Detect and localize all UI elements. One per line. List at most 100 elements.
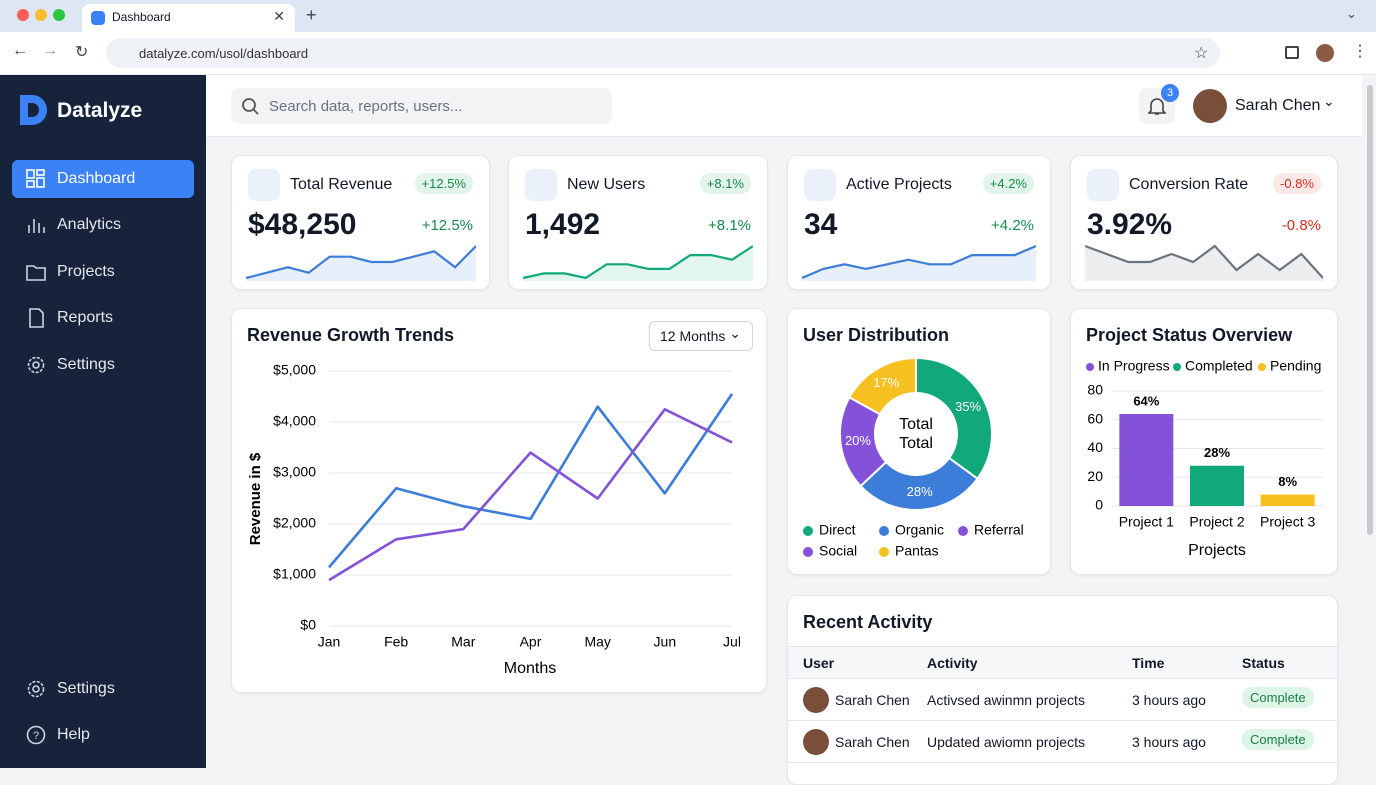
reload-button[interactable]: ↻ [75, 44, 89, 61]
nav-item[interactable]: Dashboard [12, 160, 194, 198]
scrollbar-thumb[interactable] [1367, 85, 1373, 535]
slice-label: 17% [873, 375, 899, 390]
donut-slice [915, 356, 993, 481]
x-axis-label: Months [504, 660, 556, 677]
browser-menu[interactable]: ⋮ [1352, 43, 1368, 60]
kpi-change: -0.8% [1281, 217, 1321, 234]
status-badge: Complete [1242, 687, 1314, 708]
legend-dot [879, 526, 889, 536]
address-row: ← → ↻ datalyze.com/usol/dashboard ☆ ⋮ [0, 32, 1376, 75]
search-icon [242, 98, 259, 115]
y-tick-label: 0 [1095, 497, 1103, 513]
browser-tab[interactable]: Dashboard ✕ [82, 4, 295, 32]
new-tab[interactable]: + [306, 5, 317, 25]
brand-logo [20, 95, 47, 125]
sidebar: Datalyze Dashboard Analytics Projects Re… [0, 75, 206, 768]
favicon [91, 11, 105, 25]
tab-close[interactable]: ✕ [273, 8, 285, 24]
card-title: Revenue Growth Trends [247, 325, 455, 345]
user-name[interactable]: Sarah Chen [1235, 97, 1321, 114]
legend-dot [803, 547, 813, 557]
bar-chart: Projects In Progress Completed Pending 0 20 4… [1086, 358, 1323, 559]
tab-menu[interactable]: ⌄ [1346, 6, 1357, 21]
x-tick-label: Feb [384, 634, 408, 650]
kpi-label: Total Revenue [290, 176, 393, 193]
y-tick-label: 60 [1087, 410, 1103, 426]
x-tick-label: Jan [318, 634, 341, 650]
legend-dot [803, 526, 813, 536]
card-title: Recent Activity [803, 612, 933, 632]
user-avatar[interactable] [1193, 89, 1227, 123]
url-field[interactable]: datalyze.com/usol/dashboard [106, 38, 1220, 68]
x-tick-label: Project 2 [1189, 514, 1244, 530]
profile-avatar[interactable] [1316, 44, 1334, 62]
sidepanel-button[interactable] [1285, 46, 1299, 59]
nav-label: Settings [57, 680, 115, 697]
line-chart: Revenue in $ Months $0 $1,000 $2,000 $3,000… [247, 362, 741, 678]
kpi-icon [525, 169, 557, 201]
kpi-icon [248, 169, 280, 201]
cell-activity: Activsed awinmn projects [927, 692, 1085, 708]
column-header: User [803, 655, 835, 671]
nav-item[interactable]: Projects [12, 253, 194, 291]
notifications-button[interactable] [1139, 88, 1175, 124]
row-avatar [803, 729, 829, 755]
legend-label: Social [819, 543, 857, 559]
kpi-value: $48,250 [248, 208, 357, 241]
notification-count: 3 [1161, 84, 1179, 102]
column-header: Status [1242, 655, 1285, 671]
x-tick-label: Jul [723, 634, 741, 650]
bookmark-star[interactable]: ☆ [1194, 45, 1209, 62]
legend-dot [1258, 363, 1266, 371]
cell-user: Sarah Chen [835, 692, 910, 708]
cell-time: 3 hours ago [1132, 734, 1206, 750]
back-button[interactable]: ← [12, 42, 28, 59]
legend-label: Completed [1185, 358, 1253, 374]
kpi-badge: -0.8% [1273, 173, 1321, 194]
bar [1190, 465, 1244, 506]
nav-item[interactable]: ? Help [12, 716, 194, 754]
bar-value-label: 28% [1204, 445, 1230, 460]
x-tick-label: Jun [654, 634, 677, 650]
slice-label: 20% [845, 433, 871, 448]
nav-icon [26, 169, 45, 188]
row-divider [788, 762, 1337, 763]
column-header: Activity [927, 655, 978, 671]
search-box[interactable]: Search data, reports, users... [231, 88, 612, 124]
nav-item[interactable]: Settings [12, 346, 194, 384]
legend-dot [879, 547, 889, 557]
user-menu-chevron[interactable]: ⌄ [1323, 93, 1335, 109]
nav-label: Reports [57, 309, 114, 326]
donut-slice [859, 456, 979, 511]
bar-value-label: 8% [1278, 474, 1297, 489]
x-tick-label: Project 3 [1260, 514, 1315, 530]
x-tick-label: May [584, 634, 610, 650]
kpi-card: New Users +8.1% 1,492 +8.1% [508, 155, 768, 290]
range-selector-label: 12 Months [660, 328, 726, 344]
forward-button[interactable]: → [42, 42, 58, 59]
spark-area [1085, 246, 1323, 281]
svg-text:?: ? [33, 730, 39, 742]
scrollbar-track [1364, 75, 1376, 768]
nav-item[interactable]: Settings [12, 670, 194, 708]
row-avatar [803, 687, 829, 713]
donut-chart: Total Total 35% 28% 20% 17% Direct Organic Ref… [803, 356, 1024, 559]
y-tick-label: $4,000 [273, 413, 316, 429]
spark-line [1085, 244, 1323, 279]
nav-icon [29, 308, 44, 328]
bar [1119, 414, 1174, 506]
kpi-value: 34 [804, 208, 838, 241]
sparkline [802, 244, 1036, 281]
sparkline [523, 245, 753, 281]
nav-item[interactable]: Reports [12, 299, 194, 337]
range-selector[interactable]: 12 Months ⌄ [649, 321, 753, 351]
y-tick-label: $2,000 [273, 515, 316, 531]
nav-item[interactable]: Analytics [12, 206, 194, 244]
spark-line [523, 245, 753, 280]
series-line [328, 393, 734, 569]
column-header: Time [1132, 655, 1165, 671]
spark-line [246, 245, 476, 280]
kpi-change: +4.2% [991, 217, 1034, 234]
kpi-icon [1087, 169, 1119, 201]
